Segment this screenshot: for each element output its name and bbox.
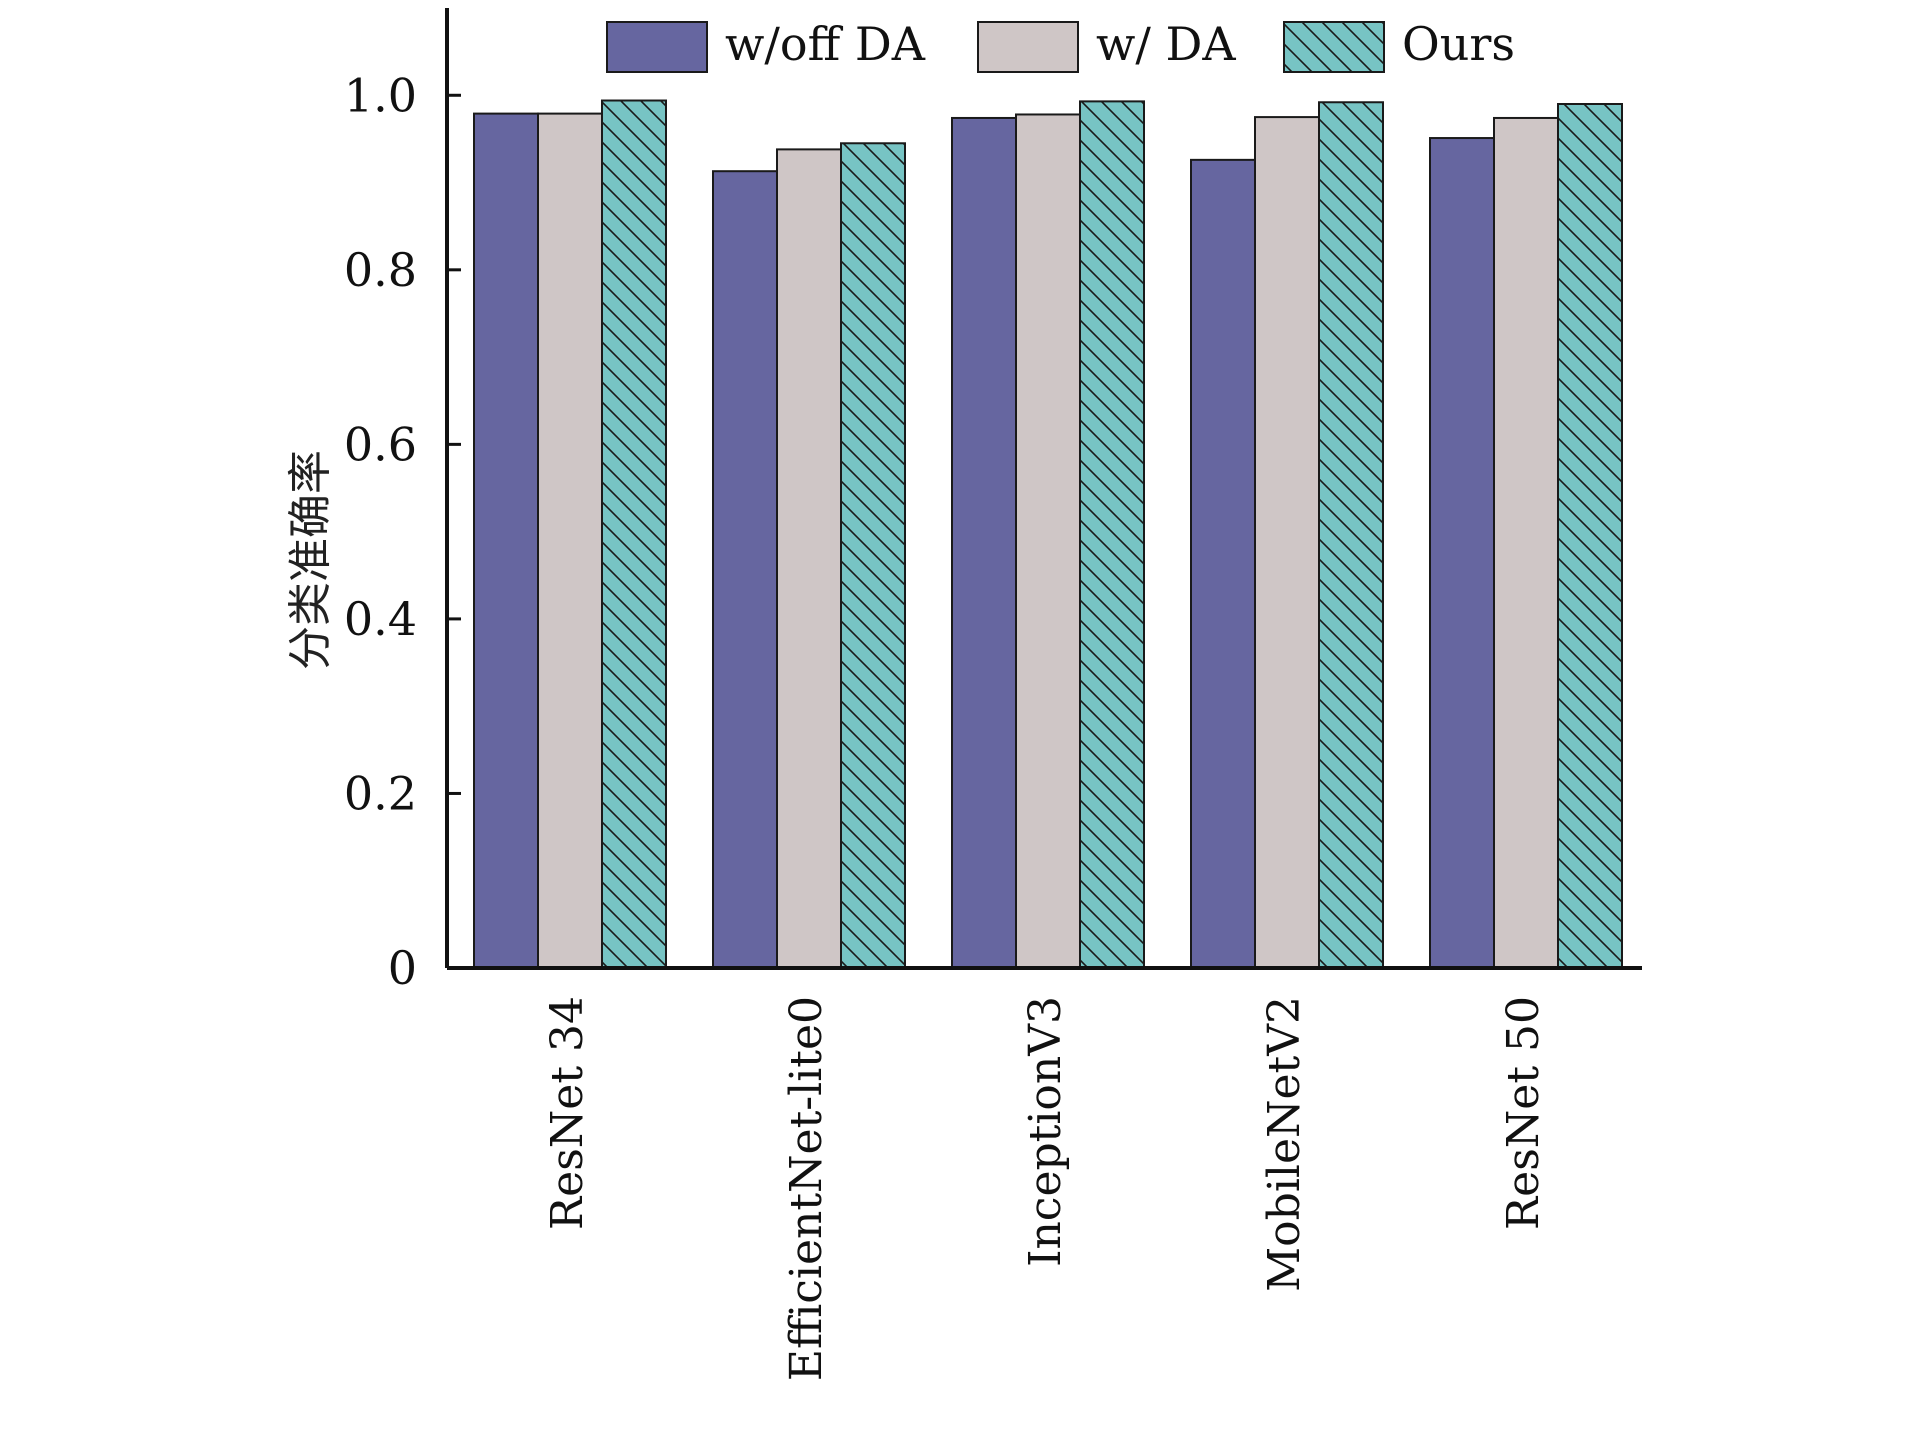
legend-label: w/off DA: [725, 17, 926, 71]
y-tick-label: 0: [388, 941, 417, 995]
legend-swatch-w-off-da: [606, 21, 708, 73]
x-tick-label: ResNet 34: [542, 996, 593, 1230]
bar-w-off-da-efficientnet-lite0: [712, 170, 778, 969]
bar-ours-resnet-50: [1557, 103, 1623, 969]
legend: w/off DA w/ DA Ours: [606, 17, 1515, 73]
bar-ours-resnet-34: [601, 99, 667, 969]
bar-w-da-efficientnet-lite0: [776, 148, 842, 969]
legend-label: w/ DA: [1096, 17, 1236, 71]
y-axis-label: 分类准确率: [285, 450, 336, 670]
legend-swatch-ours: [1283, 21, 1385, 73]
x-tick-label: MobileNetV2: [1259, 996, 1310, 1292]
bar-w-off-da-resnet-50: [1429, 137, 1495, 969]
y-tick-label: 0.2: [344, 766, 417, 820]
y-tick-label: 0.4: [344, 592, 417, 646]
bar-ours-mobilenetv2: [1318, 101, 1384, 970]
bar-w-off-da-inceptionv3: [951, 116, 1017, 970]
axes-layer: ResNet 34 EfficientNet-lite0 InceptionV3 Mo…: [344, 8, 1642, 1381]
x-tick-label: InceptionV3: [1020, 996, 1071, 1267]
bar-w-off-da-resnet-34: [473, 112, 539, 970]
bar-w-da-mobilenetv2: [1254, 116, 1320, 970]
bars-layer: [473, 99, 1623, 970]
bar-w-da-inceptionv3: [1015, 113, 1081, 970]
bar-w-da-resnet-34: [537, 112, 603, 970]
x-tick-label: EfficientNet-lite0: [781, 996, 832, 1381]
bar-w-off-da-mobilenetv2: [1190, 158, 1256, 969]
y-tick-label: 1.0: [344, 68, 417, 122]
y-tick-label: 0.8: [344, 243, 417, 297]
legend-label: Ours: [1402, 17, 1515, 71]
legend-swatch-w-da: [977, 21, 1079, 73]
bar-w-da-resnet-50: [1493, 116, 1559, 970]
y-tick-label: 0.6: [344, 417, 417, 471]
bar-ours-inceptionv3: [1079, 100, 1145, 969]
bar-ours-efficientnet-lite0: [840, 142, 906, 970]
x-tick-label: ResNet 50: [1498, 996, 1549, 1230]
